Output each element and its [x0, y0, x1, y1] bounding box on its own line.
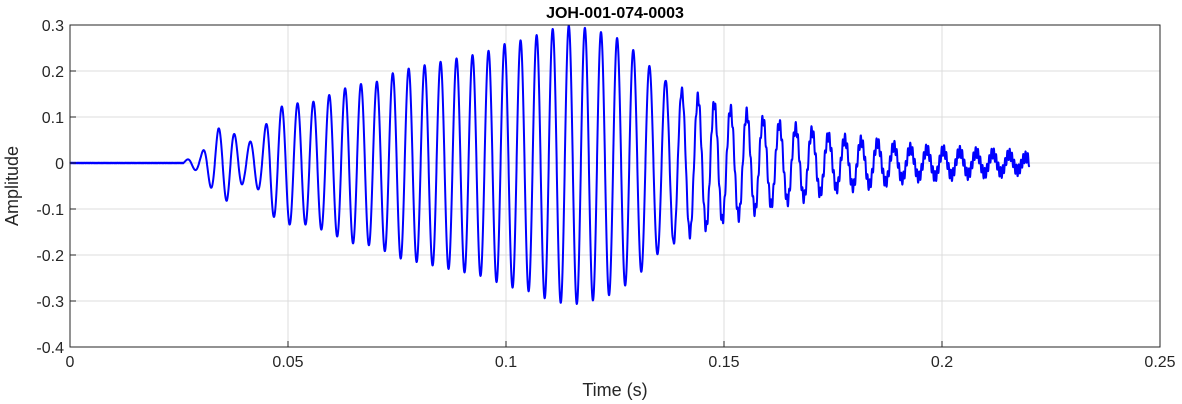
x-tick-label: 0.05 [272, 354, 303, 371]
series-line [69, 24, 1031, 305]
x-tick-label: 0.15 [708, 354, 739, 371]
x-tick-label: 0 [66, 354, 75, 371]
x-tick-label: 0.1 [495, 354, 517, 371]
axes-box [69, 24, 1161, 348]
x-ticks: 0 0.05 0.1 0.15 0.2 0.25 [66, 341, 1176, 371]
chart-title: JOH-001-074-0003 [546, 5, 684, 22]
y-tick-label: 0.3 [42, 18, 64, 35]
x-tick-label: 0.2 [931, 354, 953, 371]
y-tick-label: 0 [55, 156, 64, 173]
y-tick-label: 0.1 [42, 110, 64, 127]
y-tick-label: -0.3 [36, 294, 64, 311]
y-axis-label: Amplitude [2, 146, 22, 226]
y-tick-label: -0.1 [36, 202, 64, 219]
y-tick-label: 0.2 [42, 64, 64, 81]
x-tick-label: 0.25 [1144, 354, 1175, 371]
y-tick-label: -0.2 [36, 248, 64, 265]
x-axis-label: Time (s) [582, 380, 647, 400]
y-tick-label: -0.4 [36, 340, 64, 357]
y-ticks: -0.4 -0.3 -0.2 -0.1 0 0.1 0.2 0.3 [36, 18, 76, 357]
